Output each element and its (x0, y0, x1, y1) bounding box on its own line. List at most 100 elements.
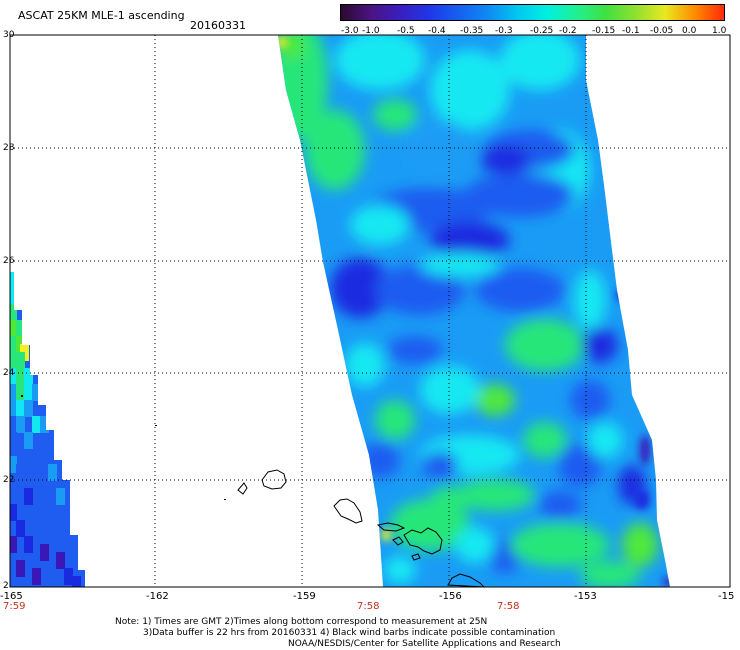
colorbar-tick-label: -0.05 (650, 26, 674, 36)
swath-blob (505, 319, 585, 371)
left-swath-cell (16, 416, 25, 433)
left-swath-cell (10, 272, 17, 289)
left-swath-cell (10, 384, 17, 401)
swath-blob (360, 442, 400, 478)
swath-blob (570, 380, 610, 420)
swath-blob (475, 268, 565, 312)
left-swath-cell (16, 368, 25, 385)
swath-blob (582, 327, 618, 363)
left-swath-cell (10, 336, 17, 353)
latitude-label: 30 (3, 30, 15, 40)
swath-blob (480, 146, 530, 174)
swath-blob (574, 270, 606, 330)
longitude-label: -156 (439, 591, 462, 602)
swath-blob (430, 486, 470, 514)
colorbar-tick-label: -0.3 (495, 26, 513, 36)
swath-blob (558, 443, 602, 487)
colorbar-tick-label: -0.2 (559, 26, 577, 36)
left-swath-cell (10, 416, 17, 433)
swath-blob (538, 491, 582, 519)
hawaiian-islands (237, 469, 486, 588)
island-kauai (261, 469, 287, 490)
left-swath-cell (40, 440, 49, 457)
swath-highlight (278, 36, 287, 48)
left-swath-cell (10, 536, 17, 553)
island-molokai (376, 522, 406, 532)
left-swath-cell (24, 432, 33, 449)
colorbar-strip (340, 4, 725, 21)
left-swath-cell (10, 400, 17, 417)
colorbar-tick-label: -0.1 (622, 26, 640, 36)
colorbar-tick-label: -0.25 (530, 26, 554, 36)
swath-blob (622, 523, 658, 567)
swath-blob (523, 422, 567, 458)
longitude-label: -153 (574, 591, 597, 602)
left-swath-cell (16, 520, 25, 537)
swath-blob (465, 173, 575, 217)
swath-blob (373, 99, 417, 131)
latitude-label: 2 (3, 581, 9, 591)
main-swath (278, 35, 670, 587)
colorbar-tick-label: 1.0 (712, 26, 727, 36)
left-swath (10, 272, 85, 587)
swath-blob (430, 50, 510, 130)
latitude-label: 22 (3, 475, 15, 485)
colorbar (340, 4, 725, 21)
island-specks (21, 395, 226, 500)
left-swath-cell (16, 384, 25, 401)
left-swath-cell (24, 400, 33, 417)
left-swath-cell (16, 352, 25, 369)
map-grid (10, 35, 730, 587)
swath-blob (387, 336, 443, 364)
swath-blob (384, 556, 416, 584)
longitude-label: -162 (146, 591, 169, 602)
swath-blob (420, 366, 480, 414)
left-swath-cell (16, 464, 25, 481)
colorbar-tick-label: -0.5 (397, 26, 415, 36)
left-swath-cell (48, 464, 57, 481)
island-oahu (333, 498, 363, 524)
swath-highlight (381, 529, 391, 541)
left-swath-cell (24, 488, 33, 505)
longitude-label: -159 (293, 591, 316, 602)
left-swath-cell (10, 504, 17, 521)
chart-title: ASCAT 25KM MLE-1 ascending (18, 9, 185, 22)
swath-blob (405, 120, 475, 180)
swath-blob (420, 253, 500, 277)
colorbar-tick-label: -3.0 (341, 26, 359, 36)
time-label: 7:58 (497, 601, 520, 612)
swath-blob (500, 35, 580, 90)
island-hawaii (447, 573, 486, 588)
swath-blob (580, 561, 640, 587)
left-swath-cell (10, 304, 17, 321)
colorbar-tick-label: -0.15 (592, 26, 616, 36)
date-label: 20160331 (190, 19, 246, 32)
swath-blob (455, 479, 535, 511)
left-swath-cell (24, 384, 33, 401)
colorbar-tick-label: -0.4 (428, 26, 446, 36)
left-swath-cell (10, 320, 17, 337)
left-swath-cell (16, 560, 25, 577)
time-label: 7:59 (3, 601, 26, 612)
swath-blob (335, 35, 425, 90)
latitude-label: 26 (3, 256, 15, 266)
left-swath-cell (56, 488, 65, 505)
longitude-label: -165 (0, 591, 23, 602)
swath-blob (422, 451, 458, 479)
colorbar-tick-label: -0.35 (460, 26, 484, 36)
swath-blob (475, 384, 515, 416)
colorbar-tick-label: 0.0 (682, 26, 697, 36)
swath-blob (587, 422, 623, 458)
left-swath-cell (32, 416, 41, 433)
latitude-label: 24 (3, 368, 15, 378)
left-swath-cell (40, 544, 49, 561)
swath-blob (375, 400, 415, 440)
left-swath-cell (56, 552, 65, 569)
swath-highlight (663, 577, 670, 587)
left-swath-cell (10, 432, 17, 449)
left-swath-cell (16, 400, 25, 417)
island-maui (403, 527, 443, 555)
swath-blob (345, 343, 385, 387)
swath-blob (510, 523, 610, 567)
left-swath-cell (24, 536, 33, 553)
